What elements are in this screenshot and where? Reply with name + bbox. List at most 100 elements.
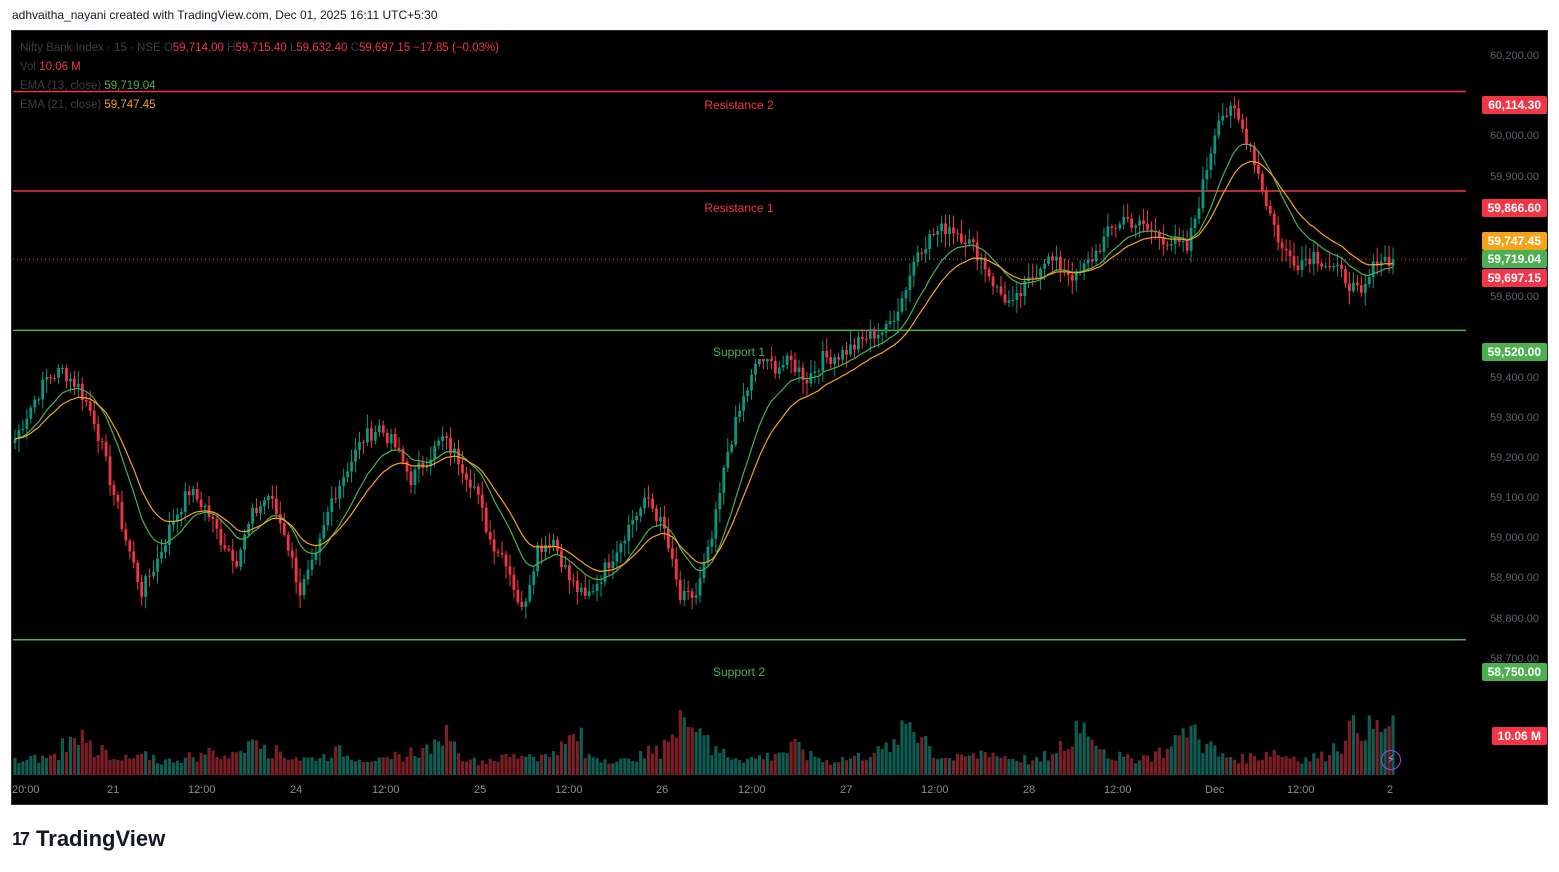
- volume-bar: [17, 763, 21, 775]
- support1-label: Support 1: [706, 345, 772, 359]
- candle-body: [1209, 153, 1213, 171]
- candle-body: [156, 558, 159, 572]
- volume-bar: [520, 756, 524, 775]
- volume-bar: [837, 762, 841, 775]
- volume-bar: [860, 760, 864, 775]
- volume-bar: [813, 756, 817, 775]
- candle-body: [924, 248, 928, 254]
- volume-bar: [96, 754, 100, 775]
- candle-body: [892, 320, 896, 322]
- volume-bar: [1189, 725, 1193, 775]
- candle-body: [845, 349, 848, 355]
- volume-bar: [33, 754, 37, 775]
- symbol-name[interactable]: Nifty Bank Index · 15 · NSE: [20, 42, 161, 54]
- candle-body: [603, 562, 607, 583]
- volume-bar: [1237, 763, 1241, 775]
- candle-body: [516, 589, 520, 602]
- volume-bar: [1157, 747, 1161, 775]
- candle-body: [441, 436, 445, 441]
- volume-bar: [623, 758, 627, 775]
- candle-body: [45, 377, 49, 380]
- price-tick: 59,200.00: [1490, 451, 1539, 464]
- volume-bar: [429, 753, 433, 775]
- volume-bar: [254, 740, 259, 775]
- candle-body: [1379, 261, 1383, 266]
- candle-body: [377, 425, 381, 433]
- change-value: −17.85 (−0.03%): [413, 42, 499, 54]
- time-tick: 12:00: [1104, 784, 1132, 796]
- candle-body: [1264, 190, 1268, 206]
- candle-body: [1138, 220, 1141, 226]
- volume-bar: [227, 758, 231, 775]
- candle-body: [461, 464, 464, 474]
- volume-bar: [1300, 763, 1304, 775]
- volume-bar: [80, 729, 84, 775]
- candle-body: [1193, 218, 1197, 229]
- candle-body: [1221, 115, 1225, 121]
- lightning-icon[interactable]: ⚡: [1381, 750, 1401, 770]
- resistance1-label: Resistance 1: [698, 201, 780, 215]
- candle-body: [710, 538, 714, 547]
- candle-body: [1383, 256, 1387, 262]
- chart-frame[interactable]: [11, 30, 1548, 805]
- volume-bar: [318, 758, 322, 775]
- candle-body: [853, 344, 856, 350]
- volume-bar: [714, 746, 718, 775]
- volume-bar: [547, 757, 552, 775]
- candle-body: [1134, 225, 1138, 228]
- volume-bar: [1347, 720, 1352, 775]
- candle-body: [813, 371, 817, 374]
- volume-bar: [84, 742, 88, 775]
- volume-bar: [1324, 761, 1328, 775]
- volume-bar: [334, 746, 338, 775]
- candle-body: [674, 558, 678, 580]
- candle-body: [876, 334, 880, 339]
- volume-bar: [1086, 736, 1090, 775]
- volume-bar: [983, 751, 987, 775]
- candle-body: [116, 494, 120, 502]
- candle-body: [37, 399, 41, 401]
- candle-body: [896, 311, 900, 321]
- volume-bar: [1138, 760, 1142, 775]
- volume-bar: [567, 734, 571, 775]
- volume-bar: [357, 759, 362, 775]
- volume-bar: [932, 757, 936, 775]
- candle-body: [742, 396, 745, 411]
- volume-bar: [1149, 761, 1154, 775]
- volume-bar: [136, 754, 140, 775]
- volume-bar: [492, 760, 496, 775]
- high-value: 59,715.40: [235, 42, 287, 54]
- volume-bar: [215, 756, 219, 775]
- volume-value: 10.06 M: [39, 61, 81, 73]
- candle-body: [1359, 285, 1363, 293]
- volume-bar: [991, 752, 995, 775]
- candle-body: [548, 544, 551, 548]
- candle-body: [1280, 242, 1284, 249]
- candle-body: [322, 525, 326, 539]
- candle-body: [239, 549, 243, 567]
- volume-bar: [480, 760, 484, 775]
- candle-body: [1070, 274, 1074, 281]
- candle-body: [512, 574, 516, 590]
- volume-bar: [1201, 753, 1205, 775]
- volume-bar: [607, 763, 611, 775]
- candle-body: [270, 496, 274, 499]
- volume-bar: [25, 759, 29, 775]
- volume-bar: [1264, 751, 1268, 775]
- volume-bar: [1098, 749, 1102, 775]
- candle-body: [904, 290, 908, 299]
- volume-bar: [1363, 740, 1367, 775]
- time-tick: 2: [1387, 784, 1394, 796]
- volume-bar: [405, 756, 409, 775]
- volume-bar: [848, 758, 853, 775]
- volume-bar: [912, 731, 916, 775]
- volume-bar: [646, 745, 651, 775]
- volume-bar: [266, 758, 270, 775]
- candle-body: [33, 399, 37, 408]
- candle-body: [698, 578, 702, 596]
- volume-bar: [155, 763, 160, 775]
- volume-bar: [1213, 745, 1217, 775]
- tradingview-logo[interactable]: 17 TradingView: [12, 826, 165, 852]
- candle-body: [362, 442, 365, 444]
